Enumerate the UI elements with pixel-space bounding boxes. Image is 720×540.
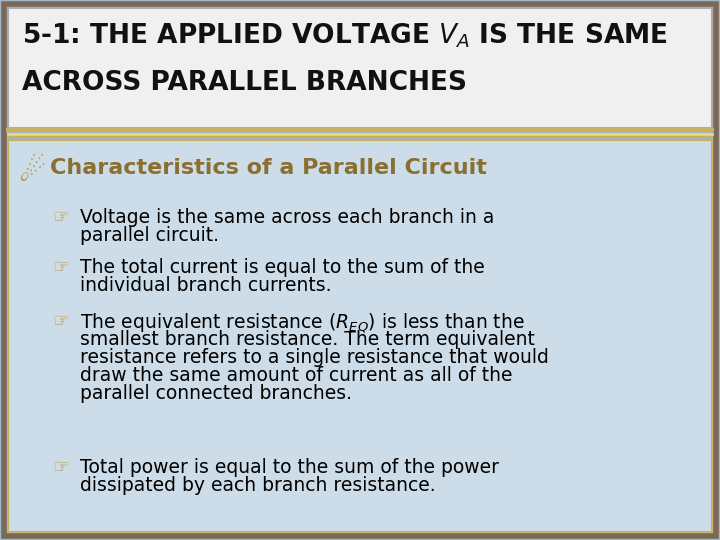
Text: parallel circuit.: parallel circuit. <box>80 226 219 245</box>
Text: 5-1: THE APPLIED VOLTAGE $V_A$ IS THE SAME: 5-1: THE APPLIED VOLTAGE $V_A$ IS THE SA… <box>22 22 668 51</box>
Text: The equivalent resistance ($R_{EQ}$) is less than the: The equivalent resistance ($R_{EQ}$) is … <box>80 312 525 335</box>
Text: Voltage is the same across each branch in a: Voltage is the same across each branch i… <box>80 208 495 227</box>
Text: dissipated by each branch resistance.: dissipated by each branch resistance. <box>80 476 436 495</box>
Text: resistance refers to a single resistance that would: resistance refers to a single resistance… <box>80 348 549 367</box>
Text: individual branch currents.: individual branch currents. <box>80 276 331 295</box>
Text: Total power is equal to the sum of the power: Total power is equal to the sum of the p… <box>80 458 499 477</box>
Text: draw the same amount of current as all of the: draw the same amount of current as all o… <box>80 366 513 385</box>
FancyBboxPatch shape <box>8 8 712 128</box>
Text: parallel connected branches.: parallel connected branches. <box>80 384 352 403</box>
FancyBboxPatch shape <box>4 4 716 536</box>
Text: ☞: ☞ <box>52 208 68 227</box>
Text: ☄: ☄ <box>18 158 45 187</box>
Text: smallest branch resistance. The term equivalent: smallest branch resistance. The term equ… <box>80 330 535 349</box>
Text: ☞: ☞ <box>52 458 68 477</box>
Text: ☞: ☞ <box>52 258 68 277</box>
FancyBboxPatch shape <box>8 140 712 532</box>
Text: ☞: ☞ <box>52 312 68 331</box>
Text: The total current is equal to the sum of the: The total current is equal to the sum of… <box>80 258 485 277</box>
Text: Characteristics of a Parallel Circuit: Characteristics of a Parallel Circuit <box>50 158 487 178</box>
Text: ACROSS PARALLEL BRANCHES: ACROSS PARALLEL BRANCHES <box>22 70 467 96</box>
